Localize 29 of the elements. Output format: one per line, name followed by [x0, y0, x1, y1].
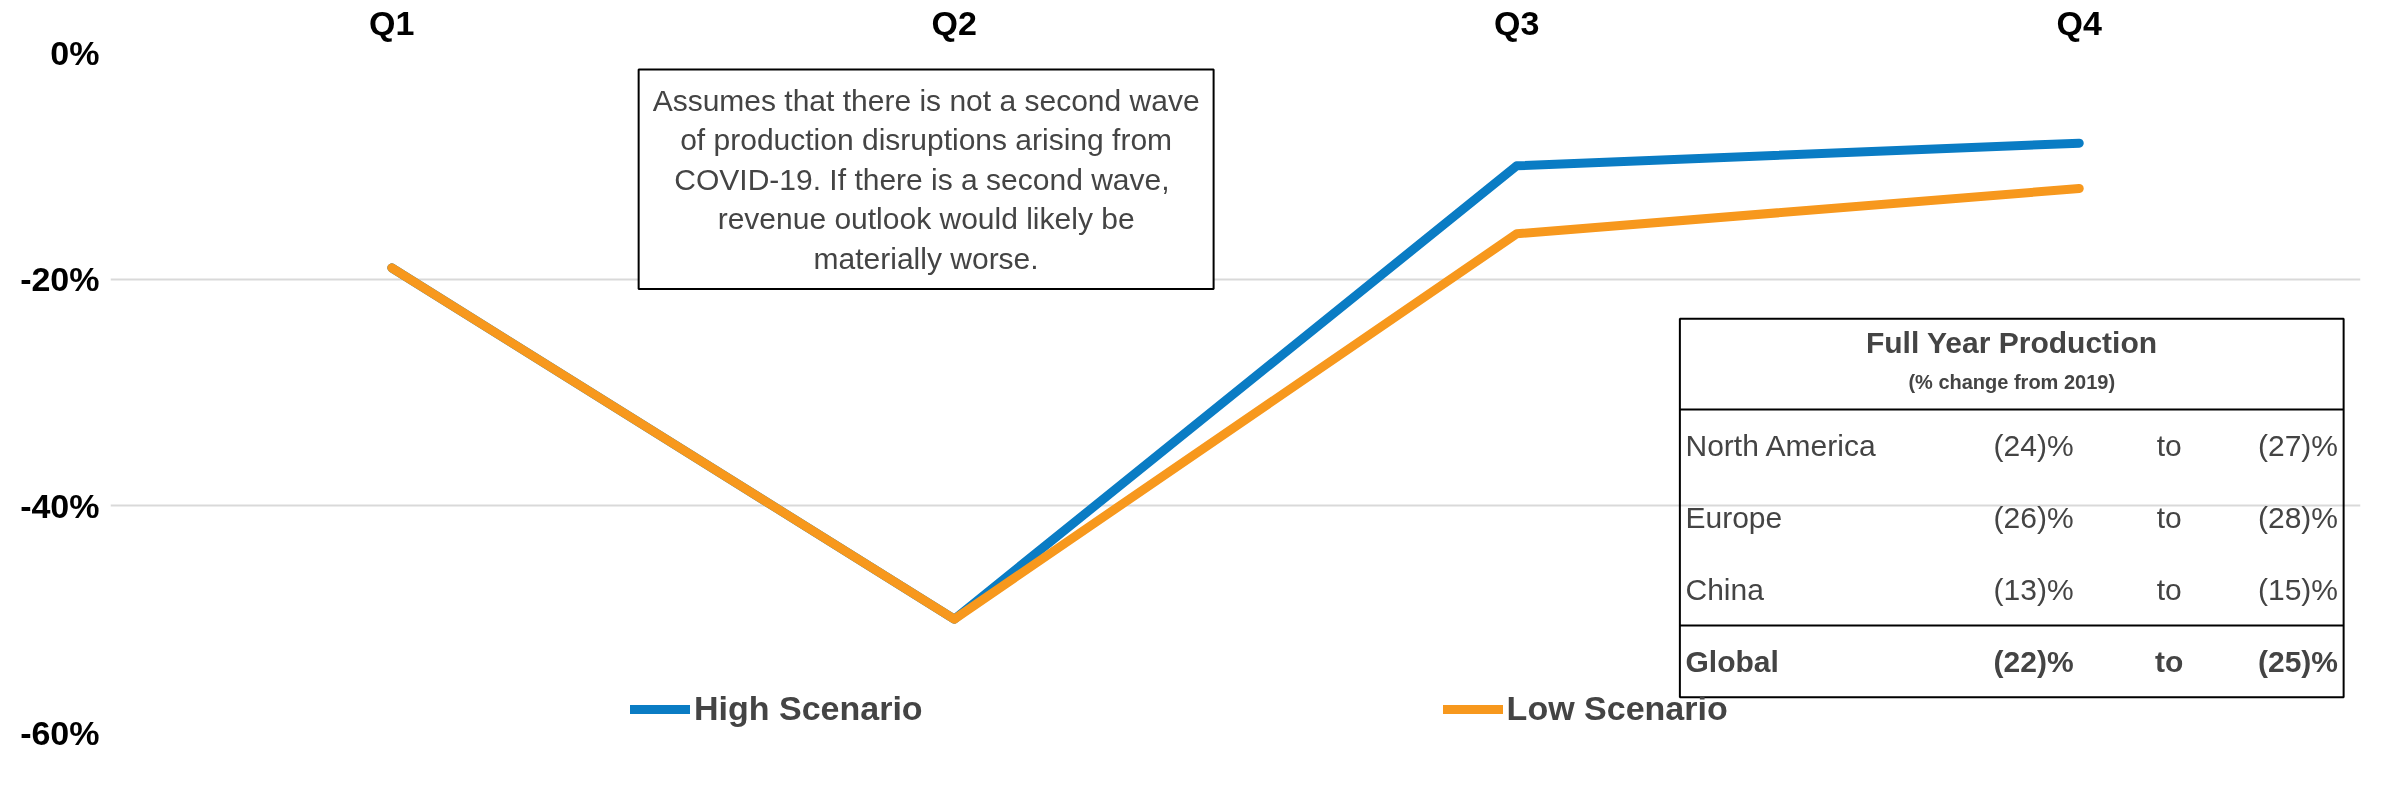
annotation: (24)%: [1993, 428, 2074, 462]
x-tick-label: Q4: [2056, 3, 2103, 42]
annotation: Assumes that there is not a second wave of production disruptions arising from COVID-19. If there is a second wave, revenue outlook would likely be materially worse.: [652, 83, 1200, 275]
legend-label: High Scenario: [694, 689, 923, 728]
x-tick-label: Q1: [369, 3, 415, 42]
annotation: to: [2156, 572, 2182, 606]
annotation: to: [2156, 428, 2182, 462]
annotation: (28)%: [2257, 500, 2339, 534]
x-tick-label: Q2: [931, 3, 977, 42]
y-tick-label: -20%: [20, 260, 100, 299]
annotation: (27)%: [2257, 428, 2339, 462]
annotation: to: [2156, 500, 2182, 534]
annotation: Global: [1685, 644, 1779, 678]
y-tick-label: -60%: [20, 713, 100, 752]
annotation: (% change from 2019): [1908, 370, 2116, 393]
annotation: China: [1685, 572, 1765, 606]
annotation: to: [2155, 644, 2184, 678]
annotation: Europe: [1685, 500, 1783, 534]
annotation: (26)%: [1993, 500, 2074, 534]
annotation: (15)%: [2257, 572, 2339, 606]
x-tick-label: Q3: [1494, 3, 1540, 42]
y-tick-label: -40%: [20, 486, 100, 525]
annotation: North America: [1685, 428, 1876, 462]
annotation: (13)%: [1993, 572, 2074, 606]
legend-label: Low Scenario: [1506, 689, 1728, 728]
y-tick-label: 0%: [50, 33, 100, 72]
annotation: (25)%: [2257, 644, 2339, 678]
annotation: (22)%: [1993, 644, 2074, 678]
annotation: Full Year Production: [1865, 325, 2158, 359]
